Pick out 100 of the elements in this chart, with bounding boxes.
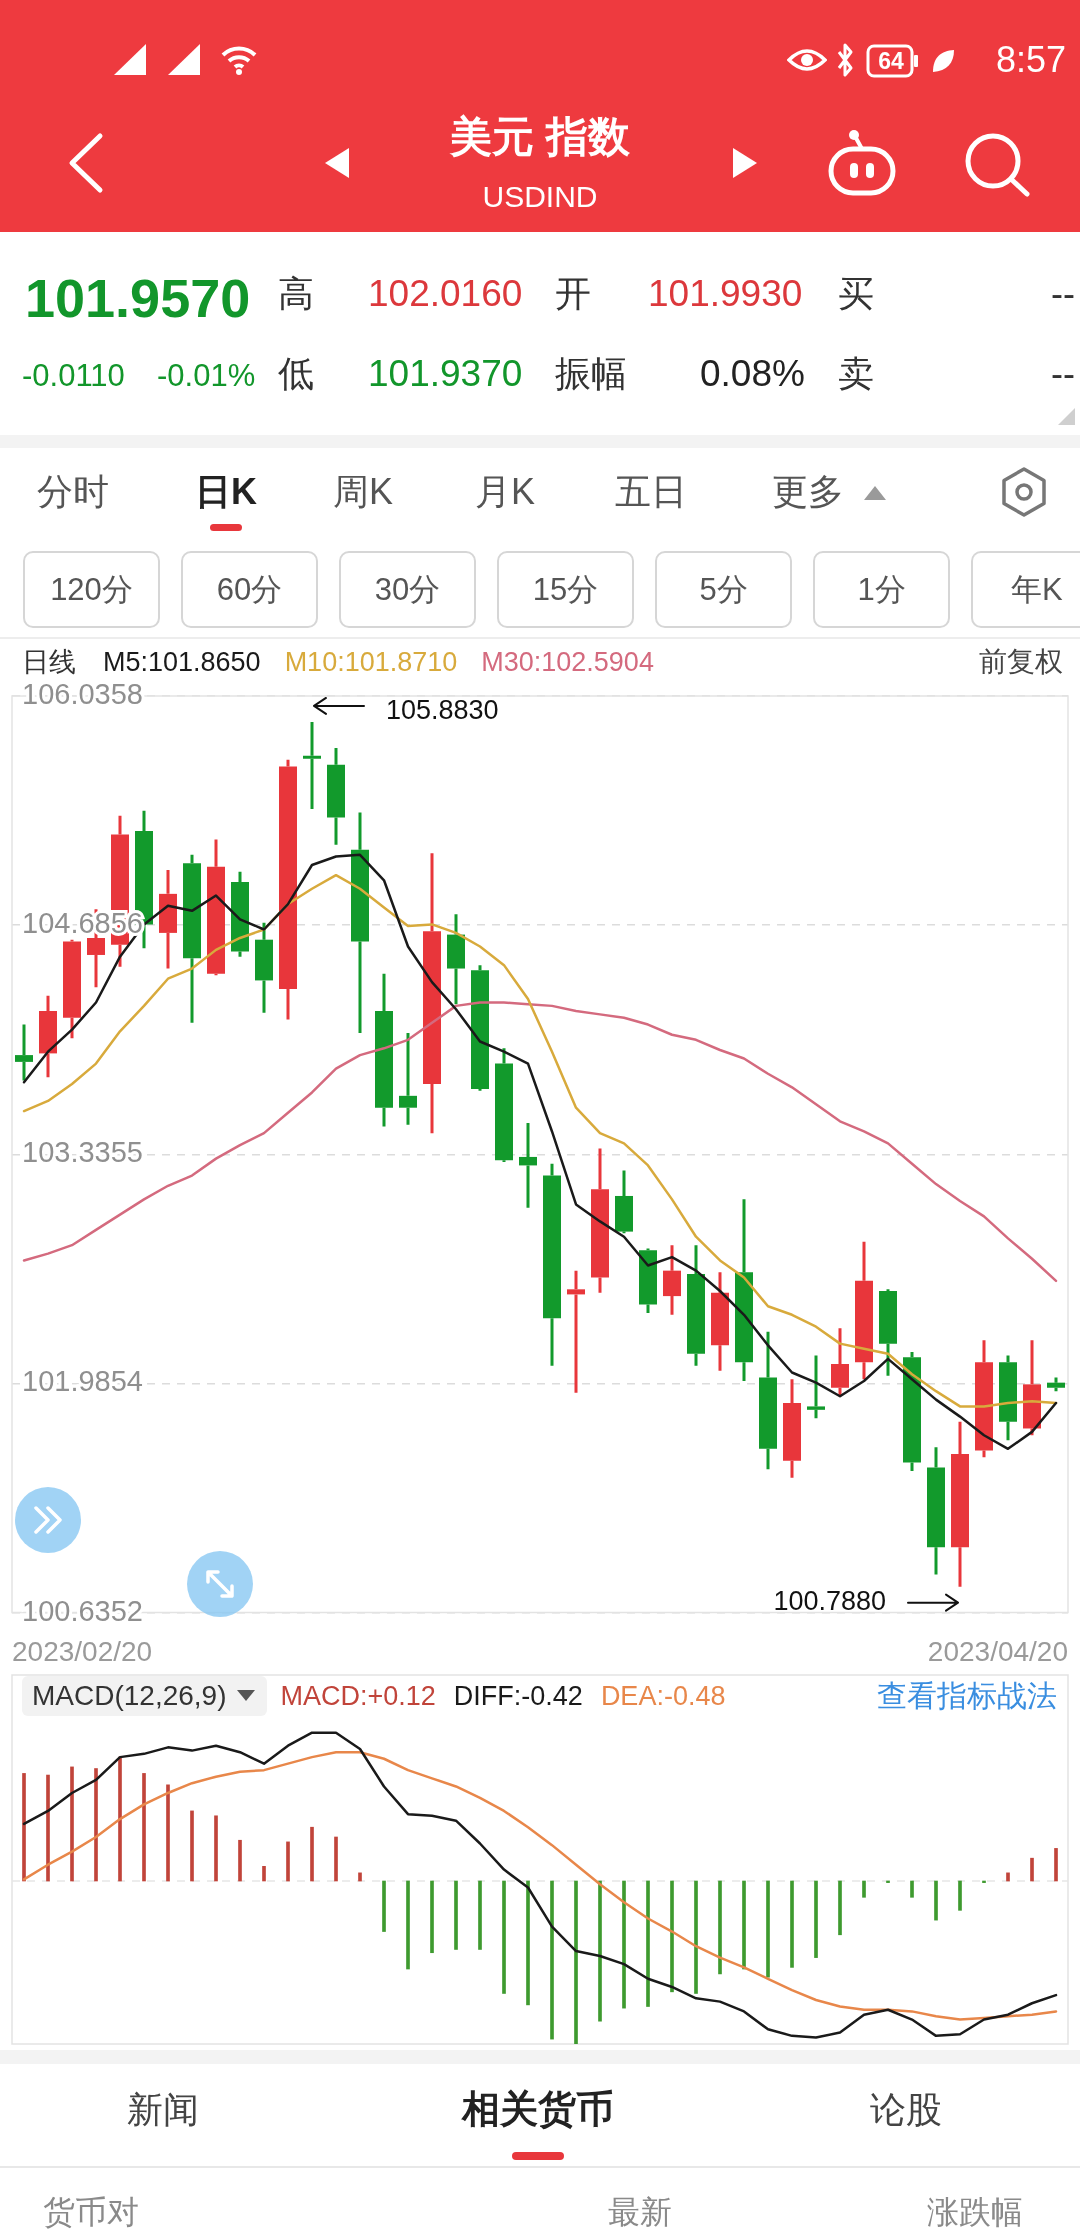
- bar: [862, 1880, 866, 1898]
- candlestick: [543, 1163, 561, 1366]
- text: 月K: [475, 471, 536, 513]
- text: 振幅: [555, 353, 627, 395]
- text: M30:102.5904: [481, 646, 654, 678]
- bar: [574, 1880, 578, 2044]
- text: 买: [838, 273, 874, 315]
- bar: [646, 1880, 650, 2007]
- y-tick-label: 100.6352: [22, 1594, 143, 1627]
- candlestick: [447, 914, 465, 1005]
- text: -0.01%: [157, 358, 256, 394]
- bar: [166, 1784, 170, 1882]
- candlestick: [903, 1352, 921, 1471]
- bar: [718, 1880, 722, 1975]
- bar: [958, 1880, 962, 1911]
- text: 高: [278, 273, 314, 315]
- text: 0.08%: [700, 352, 805, 396]
- candlestick: [519, 1122, 537, 1208]
- text: 分时: [37, 471, 109, 513]
- candlestick: [327, 747, 345, 845]
- bar: [550, 1880, 554, 2040]
- bar: [46, 1774, 50, 1882]
- bar: [478, 1880, 482, 1950]
- text: 120分: [50, 572, 133, 608]
- text: 日K: [195, 471, 257, 513]
- candlestick: [279, 759, 297, 1020]
- y-tick-label: 106.0358: [22, 678, 143, 710]
- candlestick: [615, 1170, 633, 1234]
- bar: [670, 1880, 674, 1993]
- bar: [142, 1773, 146, 1882]
- candlestick: [735, 1199, 753, 1381]
- text: 开: [555, 273, 591, 315]
- bar: [358, 1872, 362, 1882]
- text: 涨跌幅: [927, 2193, 1023, 2231]
- candlestick: [1023, 1340, 1041, 1436]
- text: 货币对: [43, 2193, 139, 2231]
- text: 2023/04/20: [927, 1635, 1068, 1669]
- bar: [742, 1880, 746, 1970]
- text: -0.0110: [22, 358, 125, 394]
- candlestick: [351, 812, 369, 1034]
- annotation: 100.7880: [773, 1586, 886, 1617]
- text: USDIND: [482, 179, 598, 215]
- bar: [694, 1880, 698, 1994]
- candlestick: [975, 1340, 993, 1458]
- candlestick: [855, 1241, 873, 1380]
- candlestick: [255, 922, 273, 1013]
- candlestick: [1047, 1377, 1065, 1392]
- candlestick: [711, 1272, 729, 1371]
- text: 30分: [374, 572, 441, 608]
- bar: [334, 1836, 338, 1882]
- candlestick: [303, 721, 321, 809]
- candlestick: [567, 1270, 585, 1393]
- text: 查看指标战法: [877, 1677, 1057, 1714]
- chart-title: MACD(12,26,9): [32, 1680, 227, 1712]
- text: 8:57: [995, 39, 1066, 81]
- text: 101.9370: [368, 352, 523, 396]
- bar: [934, 1880, 938, 1921]
- bar: [1054, 1848, 1058, 1882]
- bar: [526, 1880, 530, 2006]
- text: 新闻: [127, 2089, 199, 2131]
- candlestick: [183, 854, 201, 1023]
- candlestick: [423, 853, 441, 1134]
- bar: [982, 1880, 986, 1883]
- text: M10:101.8710: [284, 646, 458, 678]
- candlestick: [999, 1355, 1017, 1441]
- text: DIFF:-0.42: [453, 1680, 583, 1712]
- bar: [214, 1815, 218, 1882]
- text: 2023/02/20: [12, 1635, 153, 1669]
- candlestick: [687, 1245, 705, 1366]
- candlestick: [399, 1033, 417, 1125]
- text: 论股: [870, 2089, 942, 2131]
- text: 102.0160: [368, 272, 523, 316]
- text: --: [1051, 273, 1075, 315]
- text: 卖: [838, 353, 874, 395]
- candlestick: [471, 965, 489, 1091]
- text: 低: [278, 353, 314, 395]
- bar: [598, 1880, 602, 2022]
- bar: [382, 1880, 386, 1932]
- bar: [1006, 1872, 1010, 1882]
- bar: [94, 1768, 98, 1882]
- text: 15分: [532, 572, 599, 608]
- bar: [310, 1826, 314, 1882]
- bar: [814, 1880, 818, 1958]
- bar: [622, 1880, 626, 2009]
- text: M5:101.8650: [103, 646, 261, 678]
- y-tick-label: 101.9854: [22, 1365, 143, 1398]
- candlestick: [231, 871, 249, 957]
- bar: [886, 1880, 890, 1883]
- candlestick: [831, 1328, 849, 1397]
- text: MACD:+0.12: [280, 1680, 436, 1712]
- bar: [502, 1880, 506, 1994]
- legend-title: 日线: [22, 647, 76, 677]
- text: 101.9570: [25, 266, 251, 330]
- candlestick: [375, 973, 393, 1127]
- text: 相关货币: [462, 2088, 614, 2132]
- candlestick: [207, 839, 225, 976]
- text: 年K: [1011, 572, 1063, 608]
- text: 更多: [772, 471, 844, 513]
- candlestick: [159, 870, 177, 969]
- candlestick: [783, 1379, 801, 1478]
